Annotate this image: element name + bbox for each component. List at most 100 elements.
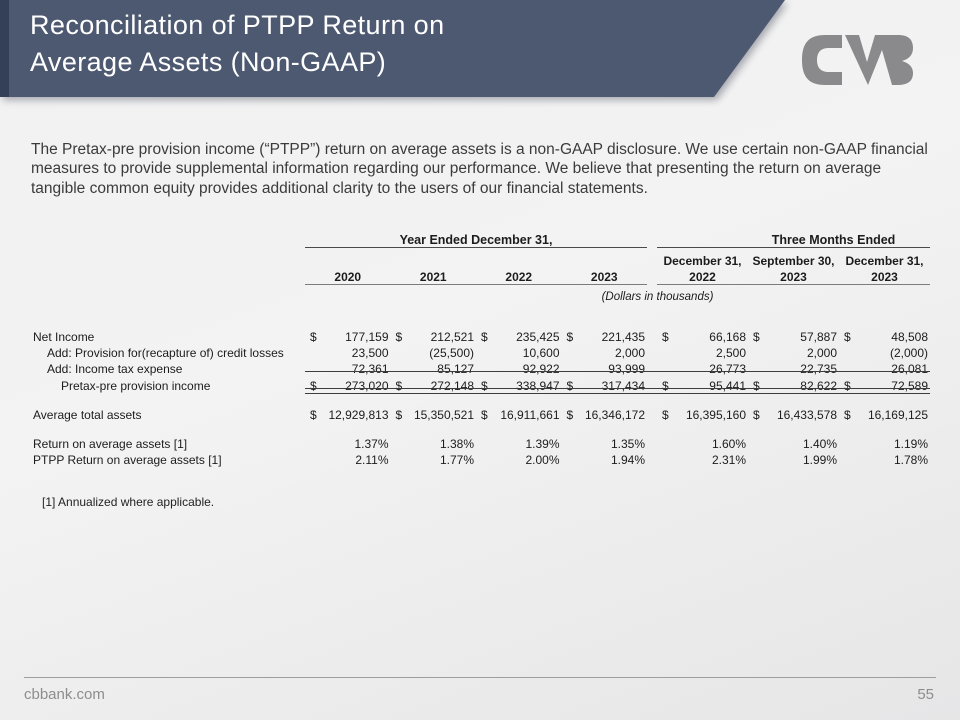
table-cell: $16,169,125 (839, 408, 930, 422)
cell-value: 92,922 (522, 362, 560, 376)
cell-value: 1.78% (893, 453, 928, 467)
currency-symbol: $ (662, 379, 669, 393)
table-cell: $273,020 (305, 379, 391, 393)
table-cell: $57,887 (748, 330, 839, 344)
table-quarter-header-row: December 31, September 30, December 31, (33, 252, 930, 268)
cell-value: 10,600 (522, 346, 560, 360)
cell-value: 1.19% (893, 437, 928, 451)
table-cell: 1.19% (839, 437, 930, 451)
table-cell: 92,922 (476, 362, 562, 376)
table-cell: 22,735 (748, 362, 839, 376)
row-label: Pretax-pre provision income (61, 379, 211, 393)
cell-value: 82,622 (800, 379, 837, 393)
cell-value: 15,350,521 (413, 408, 474, 422)
page-title: Reconciliation of PTPP Return on Average … (30, 7, 445, 81)
units-note: (Dollars in thousands) (601, 291, 714, 303)
title-banner: Reconciliation of PTPP Return on Average … (0, 0, 800, 97)
table-cell: 1.37% (305, 437, 391, 451)
cell-value: 2.11% (355, 453, 389, 467)
column-header: September 30, (752, 254, 835, 268)
cell-value: 57,887 (800, 330, 837, 344)
cell-value: 2,000 (614, 346, 645, 360)
banner-shape (0, 0, 785, 97)
table-cell: $16,346,172 (562, 408, 648, 422)
table-row: Add: Provision for(recapture of) credit … (33, 344, 930, 360)
table-cell: $212,521 (391, 330, 477, 344)
column-header: 2022 (476, 270, 562, 285)
table-cell: 2,000 (562, 346, 648, 360)
row-label: PTPP Return on average assets [1] (33, 453, 222, 467)
table-units-row: (Dollars in thousands) (33, 287, 930, 303)
table-row: Return on average assets [1] 1.37% 1.38% 1.… (33, 435, 930, 451)
currency-symbol: $ (566, 330, 574, 344)
footnote: [1] Annualized where applicable. (42, 495, 215, 509)
table-cell: $221,435 (562, 330, 648, 344)
table-cell: 1.40% (748, 437, 839, 451)
currency-symbol: $ (481, 330, 488, 344)
cell-value: 1.77% (439, 453, 474, 467)
table-cell: $82,622 (748, 379, 839, 393)
table-cell: 1.94% (562, 453, 648, 467)
table-cell: 93,999 (562, 362, 648, 376)
column-header: 2022 (657, 270, 748, 285)
table-row: Pretax-pre provision income $273,020 $272,… (33, 371, 930, 394)
column-header: 2021 (390, 270, 476, 285)
footer-divider (24, 677, 936, 678)
row-label: Net Income (33, 330, 95, 344)
cell-value: 95,441 (709, 379, 746, 393)
table-cell: $177,159 (305, 330, 391, 344)
currency-symbol: $ (395, 408, 403, 422)
cell-value: 1.40% (802, 437, 837, 451)
table-row: Average total assets $12,929,813 $15,350,5… (33, 406, 930, 422)
currency-symbol: $ (753, 379, 760, 393)
row-label: Average total assets (33, 408, 142, 422)
cell-value: 85,127 (437, 362, 474, 376)
cell-value: 1.94% (610, 453, 645, 467)
cell-value: 72,589 (891, 379, 928, 393)
table-body: Net Income $177,159 $212,521 $235,425 $221,4… (33, 328, 930, 467)
cell-value: 22,735 (800, 362, 837, 376)
table-cell: $95,441 (657, 379, 748, 393)
cell-value: 177,159 (345, 330, 389, 344)
cell-value: 1.99% (802, 453, 837, 467)
currency-symbol: $ (481, 379, 488, 393)
column-header: 2023 (748, 270, 839, 285)
table-cell: 72,361 (305, 362, 391, 376)
table-cell: $66,168 (657, 330, 748, 344)
table-cell: 1.99% (748, 453, 839, 467)
cell-value: 212,521 (430, 330, 474, 344)
table-cell: 10,600 (476, 346, 562, 360)
currency-symbol: $ (662, 330, 669, 344)
cell-value: 2,500 (715, 346, 746, 360)
cell-value: 317,434 (601, 379, 645, 393)
currency-symbol: $ (753, 408, 760, 422)
table-row: Add: Income tax expense 72,361 85,127 92,92… (33, 360, 930, 376)
table-cell: 85,127 (391, 362, 477, 376)
page-title-line1: Reconciliation of PTPP Return on (30, 10, 445, 40)
table-cell: $235,425 (476, 330, 562, 344)
cell-value: (2,000) (889, 346, 928, 360)
currency-symbol: $ (310, 330, 317, 344)
currency-symbol: $ (844, 330, 851, 344)
currency-symbol: $ (310, 379, 317, 393)
cell-value: 273,020 (345, 379, 389, 393)
currency-symbol: $ (753, 330, 760, 344)
cell-value: (25,500) (429, 346, 474, 360)
cell-value: 1.38% (439, 437, 474, 451)
table-cell: 1.77% (391, 453, 477, 467)
banner-accent-stripe (0, 0, 9, 97)
group-header-year-ended: Year Ended December 31, (305, 233, 647, 248)
table-cell: $272,148 (391, 379, 477, 393)
table-cell: 1.39% (476, 437, 562, 451)
cell-value: 12,929,813 (328, 408, 389, 422)
intro-paragraph: The Pretax-pre provision income (“PTPP”)… (31, 140, 928, 197)
column-header: December 31, (663, 254, 742, 268)
currency-symbol: $ (566, 379, 574, 393)
table-cell: (2,000) (839, 346, 930, 360)
currency-symbol: $ (395, 330, 403, 344)
table-cell: 2.00% (476, 453, 562, 467)
column-header: 2023 (839, 270, 930, 285)
cell-value: 23,500 (351, 346, 389, 360)
table-cell: 1.60% (657, 437, 748, 451)
